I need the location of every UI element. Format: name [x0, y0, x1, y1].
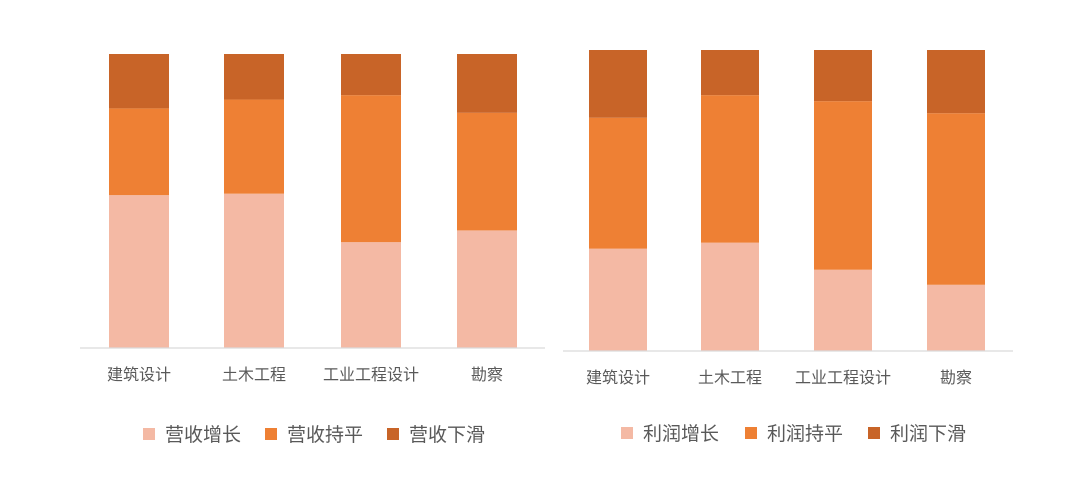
rev-bar-4-growth: [457, 230, 517, 348]
rev-bar-2-decline: [224, 54, 284, 100]
profit-bar-4-growth: [927, 284, 985, 351]
rev-bar-1-flat: [109, 108, 169, 196]
profit-bar-1-flat: [589, 117, 647, 249]
rev-legend-label-decline: 营收下滑: [409, 424, 485, 446]
profit-bar-4-flat: [927, 113, 985, 285]
profit-bar-1-decline: [589, 50, 647, 118]
rev-bar-3-decline: [341, 54, 401, 96]
profit-bar-4-decline: [927, 50, 985, 114]
profit-bar-3-decline: [814, 50, 872, 102]
rev-legend-swatch-decline: [387, 428, 399, 440]
profit-bar-3-flat: [814, 101, 872, 270]
profit-tick-label-3: 工业工程设计: [795, 368, 891, 387]
rev-legend-label-growth: 营收增长: [165, 424, 241, 446]
rev-legend-swatch-growth: [143, 428, 155, 440]
rev-bar-2-flat: [224, 99, 284, 194]
profit-legend-swatch-decline: [868, 427, 880, 439]
rev-tick-label-3: 工业工程设计: [323, 365, 419, 384]
rev-legend-swatch-flat: [265, 428, 277, 440]
rev-bar-2-growth: [224, 193, 284, 348]
rev-tick-label-4: 勘察: [471, 365, 503, 384]
rev-tick-label-2: 土木工程: [222, 365, 286, 384]
rev-bar-4-flat: [457, 112, 517, 231]
profit-legend-swatch-flat: [745, 427, 757, 439]
rev-bar-1-decline: [109, 54, 169, 109]
rev-tick-label-1: 建筑设计: [107, 365, 171, 384]
profit-bar-2-decline: [701, 50, 759, 96]
profit-bar-2-flat: [701, 95, 759, 243]
profit-tick-label-1: 建筑设计: [586, 368, 650, 387]
profit-legend-label-growth: 利润增长: [643, 423, 719, 445]
rev-bar-3-growth: [341, 242, 401, 348]
rev-legend-label-flat: 营收持平: [287, 424, 363, 446]
profit-tick-label-2: 土木工程: [698, 368, 762, 387]
profit-bar-3-growth: [814, 269, 872, 351]
rev-bar-3-flat: [341, 95, 401, 243]
profit-bar-1-growth: [589, 248, 647, 351]
profit-legend-label-flat: 利润持平: [767, 423, 843, 445]
profit-bar-2-growth: [701, 242, 759, 351]
rev-bar-1-growth: [109, 195, 169, 348]
profit-tick-label-4: 勘察: [940, 368, 972, 387]
rev-bar-4-decline: [457, 54, 517, 113]
profit-legend-label-decline: 利润下滑: [890, 423, 966, 445]
profit-legend-swatch-growth: [621, 427, 633, 439]
